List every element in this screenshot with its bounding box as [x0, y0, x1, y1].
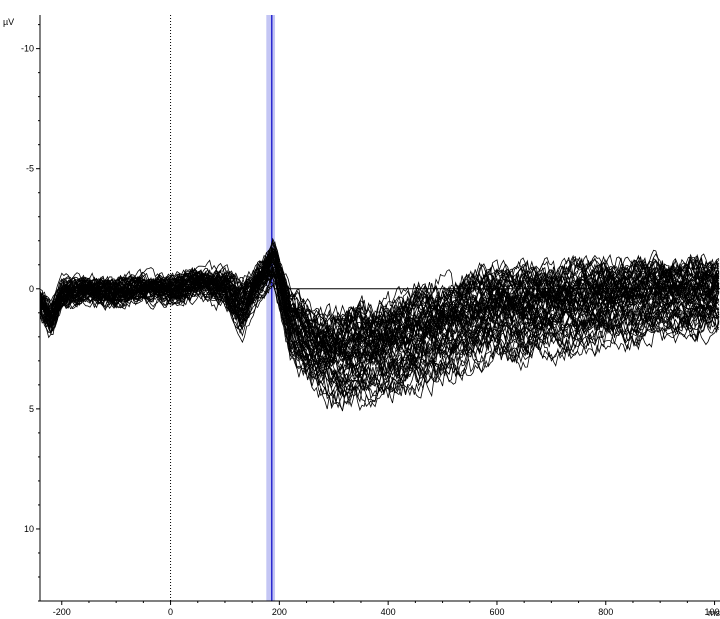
y-tick-label: 0: [29, 284, 34, 294]
trace-line: [39, 255, 720, 364]
trace-line: [39, 265, 720, 400]
x-tick-label: 200: [272, 607, 287, 617]
x-tick-label: 400: [381, 607, 396, 617]
x-tick-label: 600: [489, 607, 504, 617]
x-tick-label: 1000: [705, 607, 720, 617]
trace-line: [39, 262, 720, 381]
x-tick-label: 0: [168, 607, 173, 617]
axes-layer: -10 -5 0 5 10 -200 0 200 400 600 800 1000: [21, 15, 720, 617]
x-tick-label: 800: [598, 607, 613, 617]
labels-layer: µV ms: [3, 17, 720, 618]
trace-line: [39, 249, 720, 344]
y-tick-label: 5: [29, 404, 34, 414]
trace-line: [39, 270, 720, 384]
x-axis-unit-label: ms: [708, 608, 720, 618]
x-tick-label: -200: [53, 607, 71, 617]
trace-line: [39, 251, 720, 371]
highlight-layer: [266, 15, 276, 601]
y-tick-label: -5: [26, 164, 34, 174]
y-tick-label: -10: [21, 44, 34, 54]
y-axis-unit-label: µV: [3, 17, 14, 27]
highlight-window: [266, 15, 276, 601]
trace-line: [39, 262, 720, 384]
trace-layer: [39, 237, 720, 412]
trace-line: [39, 237, 720, 334]
trace-line: [39, 273, 720, 397]
trace-line: [39, 282, 720, 412]
trace-line: [39, 257, 720, 351]
y-tick-label: 10: [24, 524, 34, 534]
